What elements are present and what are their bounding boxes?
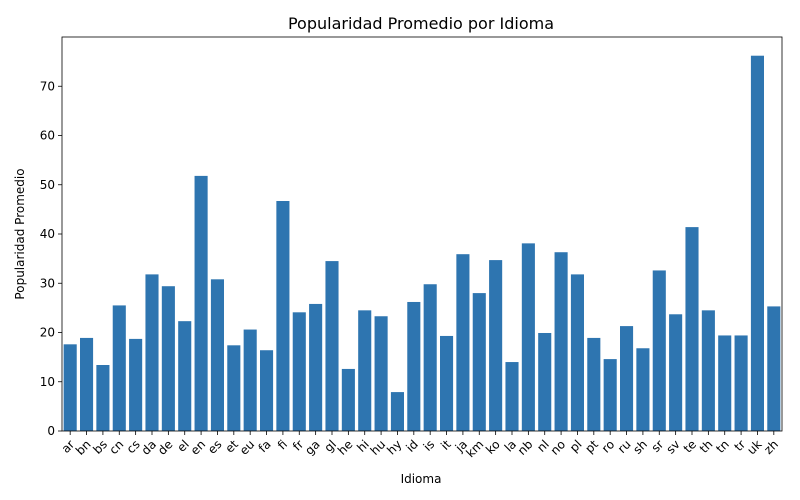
x-tick-label-eu: eu [237,437,258,458]
bar-ro [603,359,617,431]
bar-la [505,362,519,431]
y-tick-label: 0 [47,424,55,438]
bar-hi [358,310,372,431]
x-axis-label: Idioma [401,472,442,486]
plot-frame [61,36,783,432]
y-tick-label: 10 [40,375,55,389]
x-tick-label-km: km [463,437,486,460]
y-tick-label: 40 [40,227,55,241]
bar-th [701,310,715,431]
bar-id [407,301,421,431]
x-tick-label-ga: ga [302,437,322,457]
x-tick-label-fi: fi [275,437,290,452]
x-tick-label-id: id [403,437,421,455]
bar-ru [620,326,634,431]
bar-eu [243,329,257,431]
bar-es [210,279,224,431]
bar-fa [260,350,274,431]
bar-cn [112,305,126,431]
bar-km [472,293,486,431]
y-tick-label: 30 [40,276,55,290]
bar-pl [570,274,584,431]
x-tick-label-tn: tn [713,437,732,456]
bar-bn [80,337,94,431]
bar-is [423,284,437,431]
x-tick-label-he: he [335,437,356,458]
bar-bs [96,365,110,431]
bar-sv [669,314,683,431]
x-tick-label-es: es [205,437,225,457]
bar-pt [587,337,601,431]
bar-hy [390,392,404,431]
bar-ja [456,254,470,431]
bar-sr [652,270,666,431]
bar-he [341,368,355,431]
x-tick-label-de: de [155,437,176,458]
bar-te [685,227,699,431]
bar-fi [276,201,290,431]
y-tick-label: 50 [40,178,55,192]
x-tick-label-zh: zh [761,437,781,457]
plot-area: 010203040506070arbnbscncsdadeeleneseteuf… [40,36,783,460]
y-axis-label: Popularidad Promedio [13,168,27,299]
x-tick-label-no: no [548,437,568,457]
x-tick-label-hy: hy [384,437,404,457]
bar-it [440,335,454,431]
bar-cs [129,338,143,431]
bar-gl [325,261,339,431]
bar-uk [750,55,764,432]
bar-de [161,286,175,431]
bar-ar [63,344,77,431]
bar-fr [292,312,306,431]
x-tick-label-nb: nb [515,437,536,458]
bar-no [554,252,568,431]
bar-el [178,321,192,431]
x-tick-label-sh: sh [630,437,650,457]
bar-en [194,175,208,431]
bar-ko [489,260,503,431]
y-tick-label: 60 [40,129,55,143]
bar-zh [767,306,781,431]
y-tick-label: 20 [40,326,55,340]
y-tick-label: 70 [40,79,55,93]
bar-nl [538,332,552,431]
bar-sh [636,348,650,431]
bar-da [145,274,159,431]
x-tick-label-sv: sv [663,437,682,456]
x-tick-label-fa: fa [256,437,274,455]
bar-tr [734,335,748,431]
bar-hu [374,316,388,431]
chart-title: Popularidad Promedio por Idioma [288,14,554,33]
bar-tn [718,335,732,431]
bar-nb [521,243,535,431]
bar-et [227,345,241,431]
bar-ga [309,303,323,431]
x-tick-label-ko: ko [483,437,503,457]
x-tick-label-is: is [421,437,438,454]
